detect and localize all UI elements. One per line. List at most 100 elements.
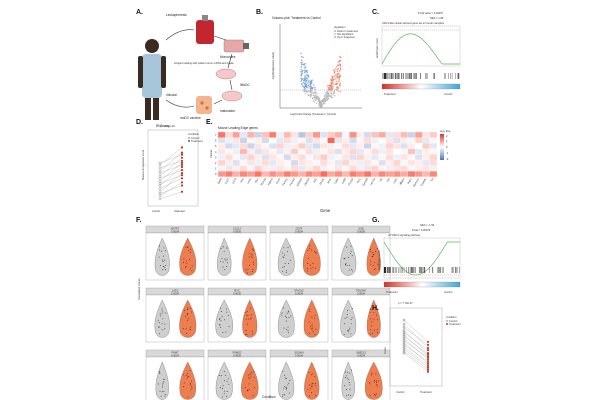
violin-point <box>351 270 353 272</box>
volcano-point <box>323 95 326 97</box>
cluster-label: 7 <box>215 133 217 137</box>
step-maturation: maturation <box>220 109 235 113</box>
violin-point <box>228 326 230 327</box>
heatmap-cell <box>385 137 394 144</box>
heatmap-cell <box>290 171 299 177</box>
treatment-point <box>180 172 184 175</box>
flask-icon <box>223 39 249 53</box>
heatmap-cell <box>305 171 314 177</box>
violin-pvalue: 0.0004 <box>357 353 365 357</box>
violin-point <box>314 315 316 317</box>
violin-point <box>348 378 350 380</box>
volcano-point <box>318 99 321 101</box>
violin-point <box>161 322 163 324</box>
heatmap-cell <box>393 165 401 172</box>
heatmap-cell <box>342 143 350 149</box>
violin-point <box>286 388 288 390</box>
volcano-point <box>339 63 341 65</box>
heatmap-cell <box>429 159 438 166</box>
violin-point <box>162 259 163 261</box>
violin-point <box>287 247 289 249</box>
violin-point <box>189 267 191 269</box>
violin-point <box>374 251 376 253</box>
heatmap-cell <box>334 159 343 166</box>
violin-point <box>244 386 246 388</box>
heatmap-cell <box>283 131 292 138</box>
heatmap-cell <box>247 159 255 166</box>
heatmap-cell <box>378 143 387 149</box>
violin-point <box>371 321 373 323</box>
heatmap-cell <box>415 165 423 172</box>
volcano-point <box>302 56 304 59</box>
violin-point <box>189 369 191 371</box>
gene-label: Tmsb4x <box>419 177 427 188</box>
volcano-point <box>317 96 319 98</box>
heatmap-cell <box>415 137 423 144</box>
heatmap-cell <box>422 159 430 166</box>
violin-point <box>309 395 310 397</box>
heatmap-cell <box>349 171 357 177</box>
volcano-point <box>303 86 305 89</box>
volcano-point <box>332 92 334 94</box>
heatmap-cell <box>261 131 270 138</box>
violin-point <box>345 264 347 266</box>
legend-tick: -1 <box>446 151 449 155</box>
violin-point <box>283 266 285 268</box>
violin-point <box>162 269 164 270</box>
violin-point <box>162 382 164 384</box>
heatmap-cell <box>371 171 379 177</box>
gsea-c-title: UDC1-like cluster-derived gene set in hu… <box>382 21 445 25</box>
violin-point <box>163 247 165 249</box>
violin-point <box>348 382 350 384</box>
violin-point <box>164 328 166 330</box>
heatmap-cell <box>400 131 408 138</box>
violin-point <box>188 249 190 251</box>
pair-line <box>159 191 183 200</box>
volcano-point <box>314 98 316 100</box>
heatmap-cell <box>239 159 248 166</box>
violin-point <box>348 328 350 330</box>
panel-label-h: H. <box>372 305 379 312</box>
heatmap-cell <box>305 137 314 144</box>
heatmap-cell <box>342 137 350 144</box>
volcano-xlabel: Log2 Fold Change (Treatment / Control) <box>290 112 336 116</box>
violin-point <box>162 381 164 383</box>
treatment-point <box>426 343 430 346</box>
violin-point <box>346 377 348 379</box>
violin-point <box>225 308 227 310</box>
violin-point <box>247 374 249 376</box>
violin-gene-name: LAD1 <box>172 288 179 292</box>
gsea-g-rank-bar <box>383 281 461 288</box>
volcano-point <box>301 70 304 72</box>
violin-point <box>309 245 311 247</box>
violin-point <box>159 371 161 373</box>
heatmap-cell <box>407 159 416 166</box>
violin-point <box>349 327 351 329</box>
violin-point <box>370 308 372 310</box>
violin-point <box>307 388 309 390</box>
violin-point <box>308 371 310 373</box>
violin-gene-name: MYO1G <box>294 288 303 292</box>
violin-point <box>286 317 288 318</box>
violin-point <box>185 375 187 377</box>
violin-point <box>282 270 284 272</box>
control-violin <box>340 237 357 276</box>
volcano-point <box>326 94 328 96</box>
violin-point <box>247 314 249 316</box>
volcano-point <box>314 99 317 102</box>
volcano-point <box>304 80 307 83</box>
heatmap-cell <box>356 159 365 166</box>
heatmap-cell <box>393 137 401 144</box>
volcano-point <box>327 88 330 91</box>
violin-point <box>160 315 162 317</box>
heatmap-cell <box>378 154 387 161</box>
heatmap-cell <box>429 148 438 155</box>
treatment-point <box>426 368 430 371</box>
volcano-point <box>302 63 304 66</box>
violin-point <box>377 332 378 333</box>
violin-point <box>222 388 224 390</box>
heatmap-cell <box>298 143 306 149</box>
violin-point <box>377 263 379 265</box>
heatmap-cell <box>305 159 314 166</box>
